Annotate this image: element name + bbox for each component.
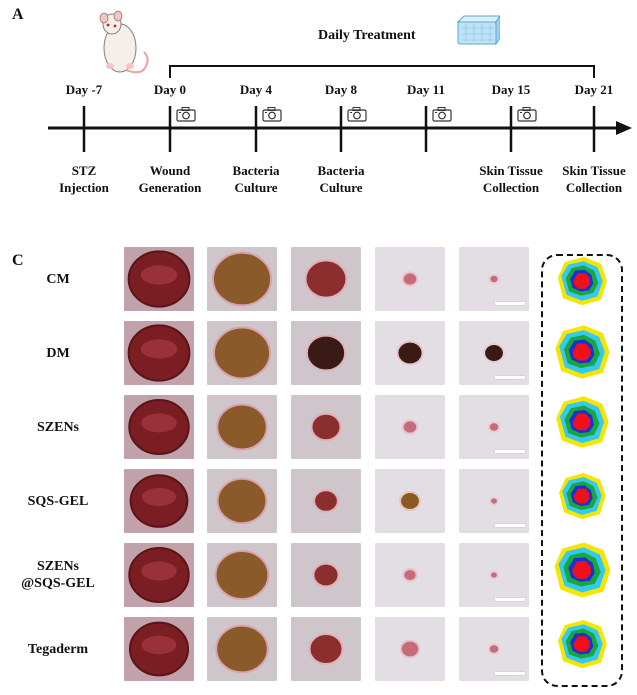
wound-trace-box [541,254,623,687]
camera-icon [517,106,537,127]
day-label: Day 4 [239,82,273,97]
camera-icon [432,106,452,127]
wound-photo [375,617,445,681]
wound-photo [124,543,194,607]
wound-closure-trace [550,320,614,389]
timeline [48,106,632,152]
wound-photo [207,395,277,459]
group-label: SQS-GEL [27,493,89,509]
day-label: Day 15 [491,82,531,97]
wound-photo [375,247,445,311]
wound-photo [124,469,194,533]
group-label: Tegaderm [27,641,89,657]
wound-photo [291,469,361,533]
wound-photo [459,395,529,459]
event-label: Wound Generation [138,163,202,195]
wound-closure-trace [550,612,614,681]
day-label: Day 0 [153,82,187,97]
scale-bar [495,524,525,527]
hydrogel-icon [456,15,500,46]
wound-photo [207,617,277,681]
day-label: Day -7 [65,82,103,97]
wound-photo [291,543,361,607]
scale-bar [495,450,525,453]
panel-c-label: C [12,252,24,269]
wound-photo [459,469,529,533]
wound-photo [207,247,277,311]
wound-closure-trace [550,538,614,607]
wound-photo [375,543,445,607]
wound-photo [291,617,361,681]
group-label: SZENs @SQS-GEL [21,559,95,591]
day-label: Day 8 [324,82,358,97]
day-label: Day 21 [574,82,614,97]
wound-photo [207,543,277,607]
panel-a-label: A [12,6,24,23]
scale-bar [495,598,525,601]
treatment-label: Daily Treatment [318,28,416,43]
wound-closure-trace [550,249,614,318]
scale-bar [495,376,525,379]
wound-photo [291,395,361,459]
wound-photo [124,617,194,681]
wound-photo [375,321,445,385]
rat-icon [99,10,149,74]
wound-closure-trace [550,390,614,459]
wound-photo [459,321,529,385]
event-label: Bacteria Culture [317,163,365,195]
wound-photo [291,247,361,311]
group-label: CM [46,271,70,287]
event-label: Bacteria Culture [232,163,280,195]
camera-icon [347,106,367,127]
wound-photo [124,247,194,311]
event-label: Skin Tissue Collection [562,163,626,195]
camera-icon [176,106,196,127]
wound-photo [207,321,277,385]
wound-photo [459,617,529,681]
scale-bar [495,672,525,675]
wound-photo [207,469,277,533]
wound-photo [291,321,361,385]
group-label: DM [46,345,70,361]
wound-photo [459,543,529,607]
wound-closure-trace [550,464,614,533]
wound-photo [459,247,529,311]
treatment-bracket [169,65,595,78]
wound-photo [375,395,445,459]
day-label: Day 11 [407,82,445,97]
camera-icon [262,106,282,127]
scale-bar [495,302,525,305]
wound-photo [124,321,194,385]
event-label: Skin Tissue Collection [479,163,543,195]
event-label: STZ Injection [59,163,109,195]
wound-photo [124,395,194,459]
group-label: SZENs [36,419,80,435]
wound-photo [375,469,445,533]
